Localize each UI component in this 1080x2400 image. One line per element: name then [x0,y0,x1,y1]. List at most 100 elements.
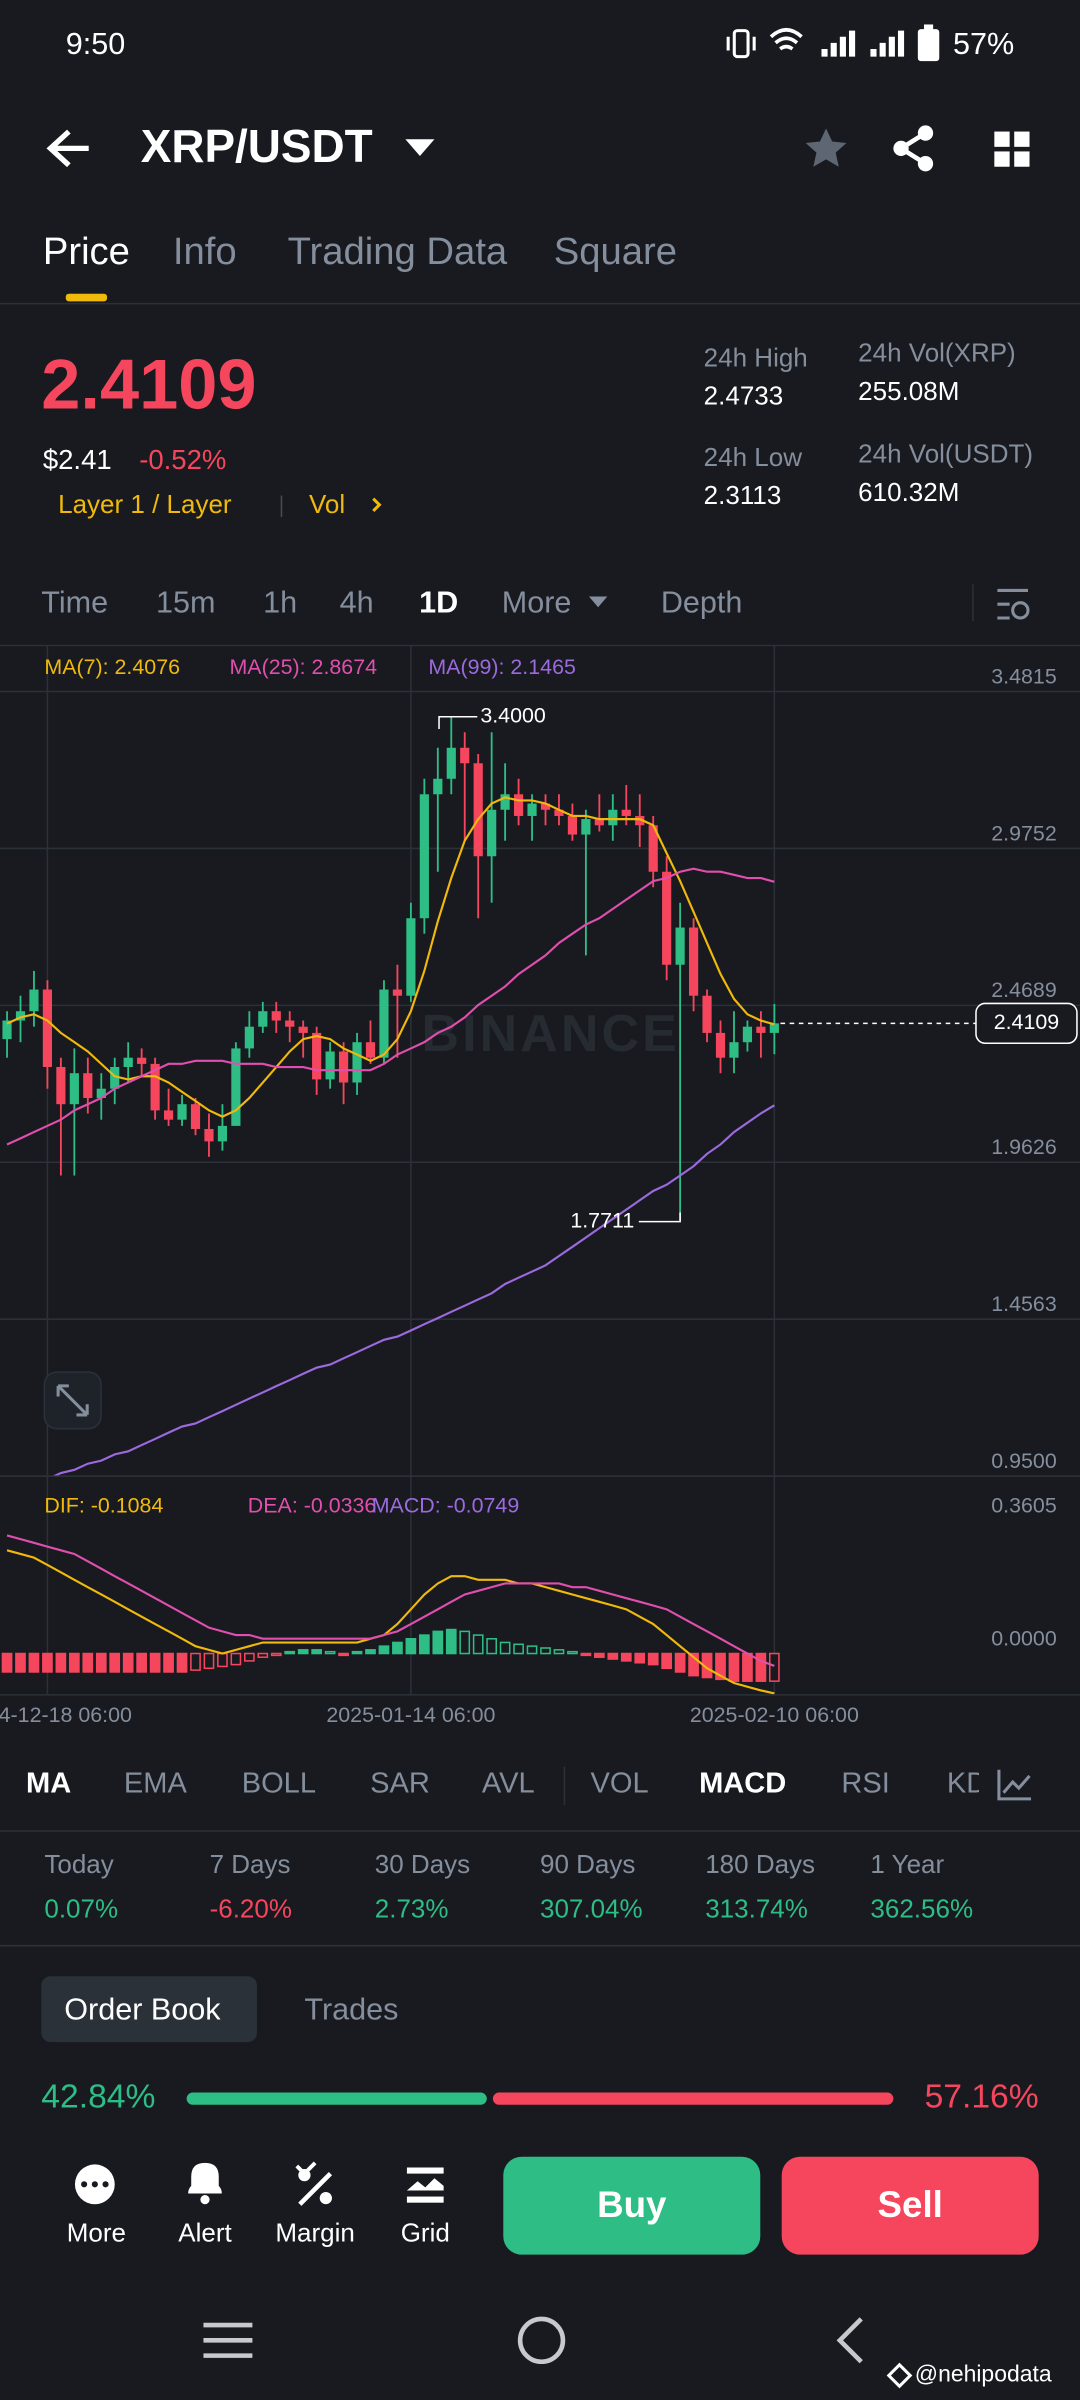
last-price: 2.4109 [41,345,256,424]
macd-bar [42,1652,53,1673]
tab-indicator [65,293,108,302]
candle-body [15,1011,26,1021]
indicator[interactable]: VOL [590,1768,648,1800]
interval[interactable]: 1D [419,585,458,619]
pair-dropdown[interactable] [405,139,435,157]
macd-bar [445,1628,457,1655]
period-label: 180 Days [705,1849,815,1879]
macd-bar [338,1652,349,1657]
tab[interactable]: Trading Data [288,230,508,273]
sell-label[interactable]: Sell [878,2184,943,2225]
stat-value: 2.4733 [704,381,784,411]
ask-ratio: 57.16% [925,2079,1039,2116]
macd-bar [15,1652,26,1673]
candle-body [217,1125,228,1142]
macd-bar [176,1652,188,1673]
pair-title[interactable]: XRP/USDT [141,120,373,172]
price-chart: 3.4815 2.9752 2.4689 1.9626 1.4563 0.9500 2024… [0,645,1080,1727]
indicator[interactable]: AVL [482,1768,535,1800]
candle-body [244,1026,254,1049]
order-tab[interactable]: Order Book [64,1993,221,2027]
buy-label[interactable]: Buy [597,2184,667,2225]
expand-button[interactable] [43,1371,102,1430]
chart-settings[interactable] [997,588,1030,620]
back-button[interactable] [46,129,89,168]
interval[interactable]: Time [41,585,108,619]
macd-bar [661,1652,673,1670]
macd-bar [203,1652,215,1670]
indicator[interactable]: MACD [699,1768,786,1800]
ma-line [6,796,775,1118]
macd-bar [405,1638,417,1655]
tag[interactable]: Layer 1 / Layer [58,489,232,519]
toolbar-label[interactable]: Alert [178,2218,232,2248]
indicator[interactable]: EMA [124,1768,188,1800]
indicator[interactable]: MA [26,1768,71,1800]
candle-body [271,1011,281,1021]
last-price-label: 2.4109 [994,1010,1059,1034]
candle-body [352,1042,362,1083]
nav-back[interactable] [836,2317,863,2364]
candle-body [487,809,497,857]
x-tick-label: 2025-02-10 06:00 [690,1703,859,1727]
buy-button[interactable] [503,2156,761,2255]
indicator[interactable]: KDJ [947,1768,1002,1800]
tab[interactable]: Price [43,230,130,273]
macd-bar [715,1652,726,1681]
candle-body [312,1032,322,1080]
tab[interactable]: Square [554,230,677,273]
favorite-button[interactable] [805,128,847,167]
layout-button[interactable] [994,131,1030,167]
more-dropdown[interactable] [588,596,608,608]
macd-plot [1,1534,780,1695]
tag[interactable]: Vol [309,489,345,519]
y-tick-label: 0.3605 [991,1493,1056,1517]
stat-value: 2.3113 [704,480,782,510]
candle-body [675,927,685,965]
toolbar-label[interactable]: Margin [275,2218,354,2248]
candle-body [163,1110,174,1120]
macd-bar [1,1652,13,1673]
interval[interactable]: 1h [263,585,297,619]
interval[interactable]: More [502,585,572,619]
ma-legend: MA(99): 2.1465 [428,655,576,679]
indicator[interactable]: SAR [370,1768,430,1800]
interval[interactable]: Depth [661,585,743,619]
x-tick-label: 2025-01-14 06:00 [326,1703,495,1727]
macd-bar [217,1652,228,1668]
nav-home[interactable] [517,2316,566,2365]
indicator[interactable]: RSI [841,1768,889,1800]
candle-body [29,989,39,1012]
stat-value: 255.08M [858,376,959,406]
interval[interactable]: 4h [340,585,374,619]
clock: 9:50 [66,27,126,61]
candle-body [648,825,658,872]
candle-body [581,819,591,835]
indicator[interactable]: BOLL [242,1768,316,1800]
stat-label: 24h Vol(USDT) [858,439,1033,469]
macd-bar [620,1652,632,1662]
y-tick-label: 1.4563 [991,1292,1056,1316]
x-tick-label: 2024-12-18 06:00 [0,1703,132,1727]
nav-recent[interactable] [203,2322,253,2358]
indicator-settings[interactable] [997,1769,1032,1801]
ma-line [51,1104,775,1477]
share-button[interactable] [893,125,934,172]
low-marker [638,1212,681,1223]
toolbar-label[interactable]: More [67,2218,126,2248]
toolbar-label[interactable]: Grid [401,2218,450,2248]
candle-body [42,989,53,1068]
macd-legend: DIF: -0.1084 [44,1493,163,1517]
macd-chart: 0.3605 0.0000 DIF: -0.1084 DEA: -0.0336MACD… [0,1493,1080,1696]
candle-body [433,778,443,795]
interval[interactable]: 15m [156,585,215,619]
candle-body [150,1063,160,1111]
sell-button[interactable] [781,2156,1039,2255]
candle-body [554,809,564,816]
macd-bar [109,1652,121,1673]
indicator-settings-bg [979,1751,1080,1821]
macd-bar [311,1649,323,1655]
candle-body [756,1026,766,1033]
order-tab[interactable]: Trades [304,1993,398,2027]
tab[interactable]: Info [173,230,237,273]
